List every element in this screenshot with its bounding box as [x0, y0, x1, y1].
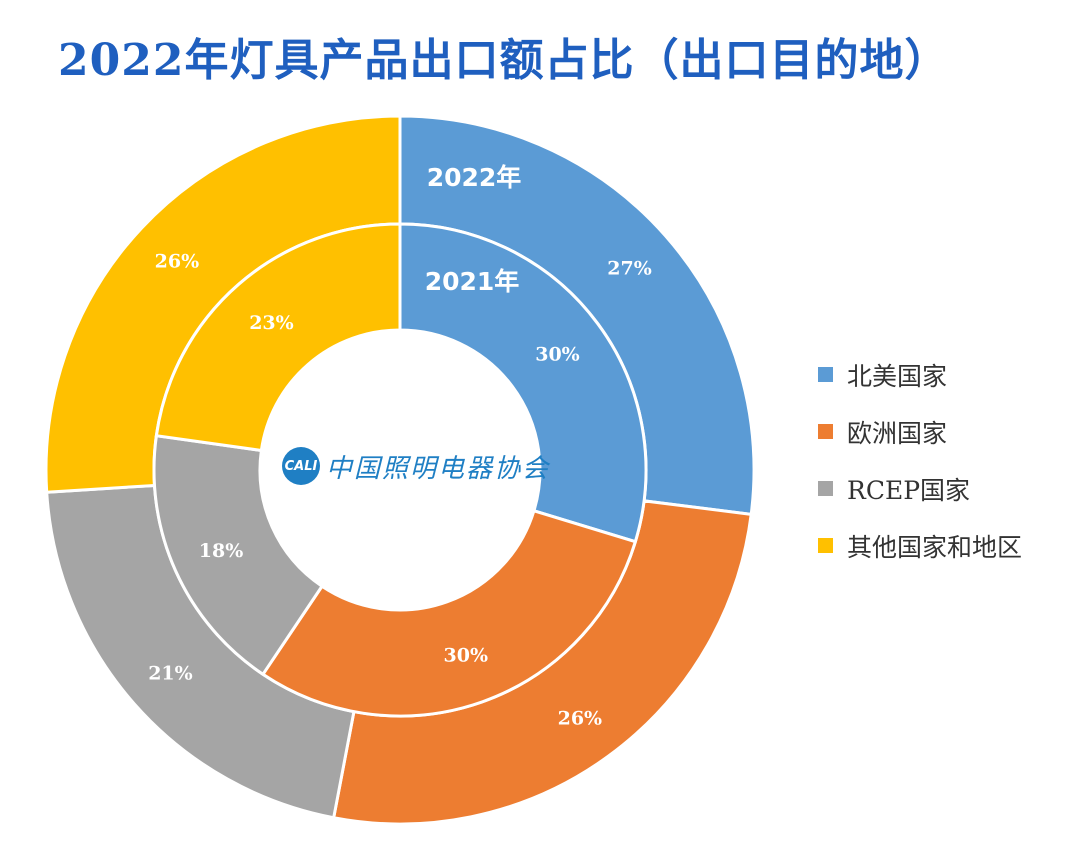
slice-2021-2	[152, 433, 325, 677]
legend-swatch-2	[818, 481, 833, 496]
legend-item-3: 其他国家和地区	[818, 517, 1022, 574]
legend-label-1: 欧洲国家	[847, 418, 948, 448]
legend-label-2: RCEP国家	[847, 475, 971, 505]
legend-item-0: 北美国家	[818, 346, 1022, 403]
series-label-2022: 2022年	[427, 163, 522, 192]
data-label-2021-1: 30%	[444, 645, 489, 667]
legend-label-0: 北美国家	[847, 361, 948, 391]
legend-swatch-0	[818, 367, 833, 382]
logo-text: 中国照明电器协会	[326, 453, 551, 484]
association-logo: CALI 中国照明电器协会	[282, 447, 550, 485]
cali-logo-mark: CALI	[282, 447, 320, 485]
data-label-2022-0: 27%	[607, 258, 652, 280]
legend-swatch-1	[818, 424, 833, 439]
legend-swatch-3	[818, 538, 833, 553]
legend-item-2: RCEP国家	[818, 460, 1022, 517]
slice-2021-1	[260, 508, 638, 718]
slice-2021-3	[154, 222, 402, 453]
data-label-2021-3: 23%	[249, 312, 294, 334]
legend-item-1: 欧洲国家	[818, 403, 1022, 460]
inner-ring-2021	[152, 222, 648, 718]
chart-title: 2022年灯具产品出口额占比（出口目的地）	[58, 35, 950, 86]
legend-label-3: 其他国家和地区	[847, 532, 1023, 562]
data-label-2022-3: 26%	[155, 251, 200, 273]
series-label-2021: 2021年	[425, 267, 520, 296]
data-label-2022-2: 21%	[148, 662, 193, 684]
data-labels: 27% 26% 21% 26% 30% 30% 18% 23%	[148, 251, 652, 730]
data-label-2022-1: 26%	[558, 708, 603, 730]
data-label-2021-0: 30%	[535, 343, 580, 365]
slice-2021-0	[398, 222, 648, 544]
data-label-2021-2: 18%	[199, 540, 244, 562]
legend: 北美国家欧洲国家 RCEP国家其他国家和地区	[818, 346, 1022, 574]
outer-ring-2022	[44, 114, 756, 826]
